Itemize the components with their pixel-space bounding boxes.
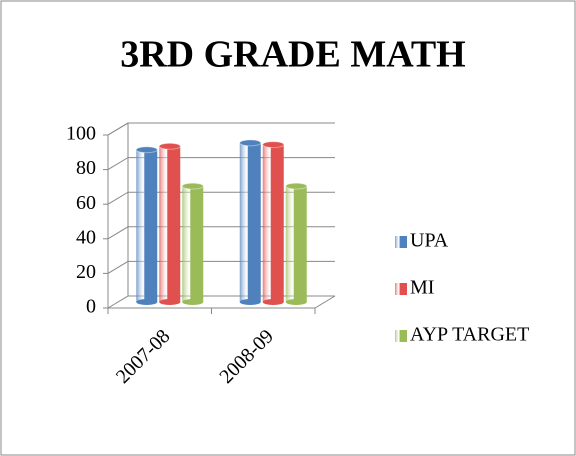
bar-base (285, 299, 307, 305)
bar (239, 142, 261, 302)
bar (136, 149, 158, 302)
bar-top (285, 182, 308, 190)
grid-line (107, 122, 335, 136)
y-tick-label: 80 (76, 157, 96, 179)
bar-top (135, 146, 158, 154)
bar-top (181, 182, 204, 190)
bar (182, 186, 204, 302)
bar (159, 146, 181, 302)
y-tick-label: 60 (76, 192, 96, 214)
legend-label: MI (410, 277, 434, 299)
legend-label: AYP TARGET (410, 324, 529, 346)
legend-swatch (395, 236, 407, 248)
legend-label: UPA (410, 230, 449, 252)
bar (285, 186, 307, 302)
legend-swatch (395, 283, 407, 295)
bar-base (159, 299, 181, 305)
chart-title: 3RD GRADE MATH (120, 34, 466, 76)
bar (262, 144, 284, 302)
bar-base (136, 299, 158, 305)
bar-base (262, 299, 284, 305)
y-tick-label: 100 (66, 123, 96, 145)
bar-top (239, 139, 262, 147)
bar-top (262, 141, 285, 149)
bar-base (239, 299, 261, 305)
y-tick-label: 40 (76, 226, 96, 248)
y-tick-label: 0 (86, 296, 96, 318)
bar-top (158, 142, 181, 150)
y-tick-label: 20 (76, 261, 96, 283)
legend-swatch (395, 330, 407, 342)
bar-base (182, 299, 204, 305)
